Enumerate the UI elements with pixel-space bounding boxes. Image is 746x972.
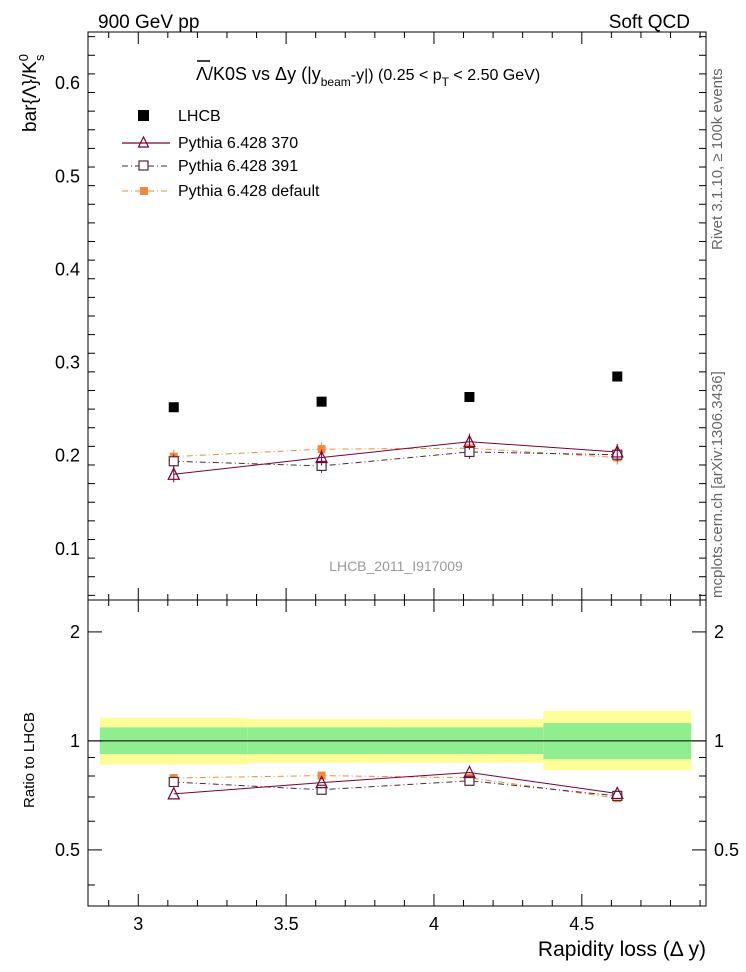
legend-label-370: Pythia 6.428 370 bbox=[178, 135, 298, 152]
line-pythia-default bbox=[173, 447, 618, 459]
ratio-point-391 bbox=[464, 775, 475, 786]
upper-y-tick-label: 0.5 bbox=[55, 166, 80, 186]
upper-y-tick-label: 0.4 bbox=[55, 259, 80, 279]
ratio-point-391 bbox=[168, 776, 179, 788]
lower-y-tick-label: 2 bbox=[70, 622, 80, 642]
ratio-point-370 bbox=[610, 786, 624, 800]
analysis-watermark: LHCB_2011_I917009 bbox=[329, 558, 463, 574]
legend-marker-391 bbox=[138, 160, 149, 171]
point-lhcb bbox=[612, 371, 623, 382]
line-pythia-391 bbox=[173, 451, 618, 467]
point-lhcb bbox=[168, 402, 179, 413]
upper-y-tick-label: 0.6 bbox=[55, 73, 80, 93]
lower-y-tick-label-right: 0.5 bbox=[714, 840, 739, 860]
upper-y-tick-label: 0.1 bbox=[55, 539, 80, 559]
upper-y-tick-label: 0.2 bbox=[55, 446, 80, 466]
x-tick-label: 3 bbox=[133, 914, 143, 934]
point-pythia-default bbox=[317, 445, 326, 454]
ratio-point-370 bbox=[462, 765, 476, 779]
upper-y-tick-label: 0.3 bbox=[55, 353, 80, 373]
ratio-line-391 bbox=[173, 780, 618, 797]
legend-marker-default bbox=[140, 187, 148, 195]
legend-marker-lhcb bbox=[138, 110, 149, 121]
point-pythia-370 bbox=[462, 434, 476, 448]
lower-frame bbox=[87, 599, 707, 907]
header-right: Soft QCD bbox=[609, 12, 690, 33]
point-lhcb bbox=[464, 392, 475, 403]
legend-label-391: Pythia 6.428 391 bbox=[178, 158, 298, 175]
upper-panel: 0.1 0.2 0.3 0.4 0.5 0.6 bbox=[55, 31, 707, 601]
lower-y-tick-label-right: 2 bbox=[714, 622, 724, 642]
lower-y-tick-label: 1 bbox=[70, 731, 80, 751]
legend-label-lhcb: LHCB bbox=[178, 108, 221, 125]
legend-label-default: Pythia 6.428 default bbox=[178, 183, 320, 200]
point-pythia-370 bbox=[167, 466, 181, 480]
lower-y-tick-label: 0.5 bbox=[55, 840, 80, 860]
point-lhcb bbox=[316, 396, 327, 407]
legend-marker-370 bbox=[137, 135, 150, 148]
ratio-point-370 bbox=[315, 775, 329, 789]
xlabel: Rapidity loss (Δ y) bbox=[538, 938, 706, 961]
ratio-line-370 bbox=[173, 772, 618, 795]
rivet-label: Rivet 3.1.10, ≥ 100k events bbox=[709, 68, 726, 250]
upper-ylabel: bar{Λ}/K0s bbox=[16, 54, 47, 132]
mcplots-label: mcplots.cern.ch [arXiv:1306.3436] bbox=[709, 371, 726, 598]
x-tick-label: 4 bbox=[429, 914, 439, 934]
point-pythia-370 bbox=[610, 444, 624, 458]
header-left: 900 GeV pp bbox=[98, 12, 199, 33]
point-pythia-391 bbox=[168, 456, 179, 467]
ratio-line-default bbox=[173, 775, 618, 799]
ratio-point-370 bbox=[167, 786, 181, 800]
upper-title: Λ/K0S vs Δy (|ybeam-y|) (0.25 < pT < 2.5… bbox=[196, 64, 540, 89]
x-tick-label: 4.5 bbox=[569, 914, 594, 934]
ratio-point-391 bbox=[316, 784, 327, 795]
lower-ylabel: Ratio to LHCB bbox=[21, 712, 38, 808]
x-tick-label: 3.5 bbox=[274, 914, 299, 934]
lower-y-tick-label-right: 1 bbox=[714, 731, 724, 751]
line-pythia-370 bbox=[173, 441, 618, 475]
lower-panel: 3 3.5 4 4.5 0.5 0.5 1 1 2 2 bbox=[55, 599, 739, 934]
point-pythia-370 bbox=[315, 450, 329, 464]
legend: LHCB Pythia 6.428 370 Pythia 6.428 391 P… bbox=[122, 108, 320, 200]
